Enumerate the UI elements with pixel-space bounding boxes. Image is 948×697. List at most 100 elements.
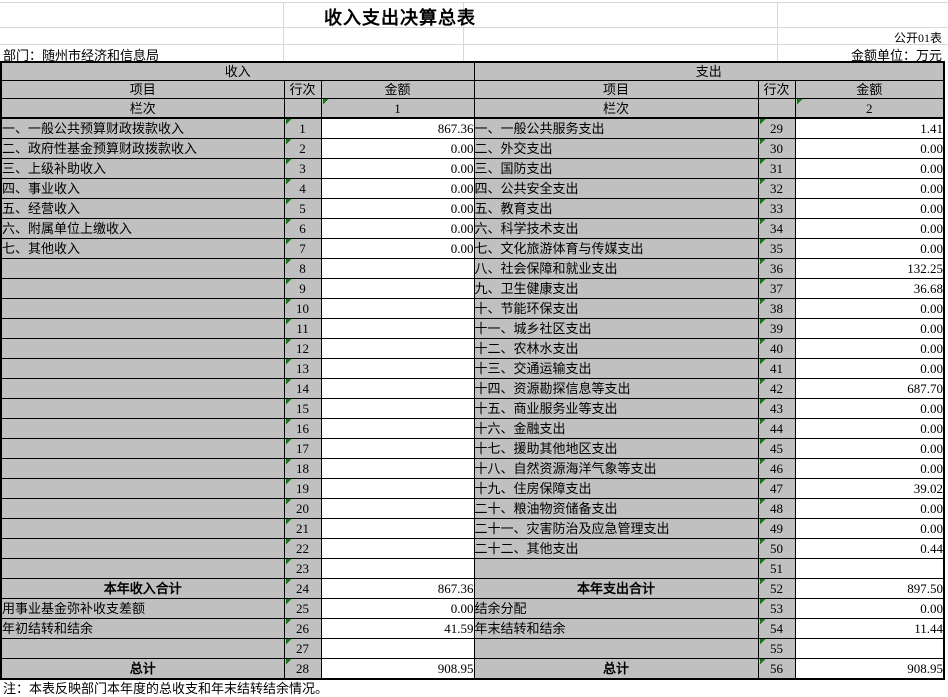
expense-amount-cell[interactable]: 897.50	[794, 578, 945, 599]
expense-line-cell[interactable]: 39	[757, 318, 796, 339]
expense-line-cell[interactable]: 34	[757, 218, 796, 239]
expense-item-cell[interactable]: 十九、住房保障支出	[473, 478, 759, 499]
expense-item-cell[interactable]: 十八、自然资源海洋气象等支出	[473, 458, 759, 479]
expense-item-cell[interactable]	[473, 638, 759, 659]
income-line-cell[interactable]: 9	[283, 278, 322, 299]
expense-item-cell[interactable]: 九、卫生健康支出	[473, 278, 759, 299]
income-amount-cell[interactable]	[320, 638, 475, 659]
expense-section-header[interactable]: 支出	[473, 61, 945, 81]
expense-amount-cell[interactable]: 11.44	[794, 618, 945, 639]
expense-amount-cell[interactable]: 0.00	[794, 458, 945, 479]
expense-amount-cell[interactable]: 0.00	[794, 138, 945, 159]
expense-line-cell[interactable]: 49	[757, 518, 796, 539]
income-item-cell[interactable]	[0, 538, 285, 559]
expense-col-header-amount[interactable]: 金额	[794, 80, 945, 99]
income-item-cell[interactable]: 一、一般公共预算财政拨款收入	[0, 117, 285, 139]
expense-amount-cell[interactable]: 0.00	[794, 158, 945, 179]
expense-item-cell[interactable]: 十六、金融支出	[473, 418, 759, 439]
expense-lanci-label[interactable]: 栏次	[473, 98, 759, 119]
expense-item-cell[interactable]: 七、文化旅游体育与传媒支出	[473, 238, 759, 259]
income-line-cell[interactable]: 17	[283, 438, 322, 459]
income-line-cell[interactable]: 27	[283, 638, 322, 659]
income-lanci-label[interactable]: 栏次	[0, 98, 285, 119]
income-line-cell[interactable]: 13	[283, 358, 322, 379]
expense-line-cell[interactable]: 43	[757, 398, 796, 419]
income-item-cell[interactable]	[0, 338, 285, 359]
expense-item-cell[interactable]: 本年支出合计	[473, 578, 759, 599]
expense-line-cell[interactable]: 42	[757, 378, 796, 399]
expense-amount-cell[interactable]	[794, 558, 945, 579]
income-line-cell[interactable]: 20	[283, 498, 322, 519]
income-item-cell[interactable]	[0, 518, 285, 539]
income-item-cell[interactable]: 三、上级补助收入	[0, 158, 285, 179]
expense-line-cell[interactable]: 52	[757, 578, 796, 599]
income-amount-cell[interactable]	[320, 338, 475, 359]
income-lanci-line-cell[interactable]	[283, 98, 322, 119]
expense-line-cell[interactable]: 54	[757, 618, 796, 639]
income-amount-cell[interactable]: 0.00	[320, 178, 475, 199]
expense-item-cell[interactable]: 十四、资源勘探信息等支出	[473, 378, 759, 399]
expense-item-cell[interactable]: 十五、商业服务业等支出	[473, 398, 759, 419]
expense-amount-cell[interactable]: 0.44	[794, 538, 945, 559]
expense-amount-cell[interactable]: 0.00	[794, 498, 945, 519]
income-amount-cell[interactable]	[320, 298, 475, 319]
income-line-cell[interactable]: 2	[283, 138, 322, 159]
expense-amount-cell[interactable]: 0.00	[794, 318, 945, 339]
expense-amount-cell[interactable]: 0.00	[794, 198, 945, 219]
income-item-cell[interactable]: 年初结转和结余	[0, 618, 285, 639]
income-item-cell[interactable]	[0, 358, 285, 379]
income-item-cell[interactable]: 本年收入合计	[0, 578, 285, 599]
income-item-cell[interactable]: 六、附属单位上缴收入	[0, 218, 285, 239]
income-line-cell[interactable]: 14	[283, 378, 322, 399]
income-amount-cell[interactable]	[320, 318, 475, 339]
expense-line-cell[interactable]: 44	[757, 418, 796, 439]
expense-line-cell[interactable]: 47	[757, 478, 796, 499]
expense-item-cell[interactable]: 结余分配	[473, 598, 759, 619]
income-line-cell[interactable]: 24	[283, 578, 322, 599]
income-amount-cell[interactable]	[320, 558, 475, 579]
income-item-cell[interactable]	[0, 438, 285, 459]
income-item-cell[interactable]	[0, 458, 285, 479]
expense-item-cell[interactable]: 十二、农林水支出	[473, 338, 759, 359]
expense-line-cell[interactable]: 31	[757, 158, 796, 179]
expense-amount-cell[interactable]: 908.95	[794, 658, 945, 680]
income-amount-cell[interactable]	[320, 278, 475, 299]
expense-line-cell[interactable]: 53	[757, 598, 796, 619]
expense-amount-cell[interactable]: 0.00	[794, 518, 945, 539]
expense-item-cell[interactable]: 五、教育支出	[473, 198, 759, 219]
expense-line-cell[interactable]: 29	[757, 117, 796, 139]
income-item-cell[interactable]	[0, 398, 285, 419]
expense-line-cell[interactable]: 48	[757, 498, 796, 519]
expense-amount-cell[interactable]	[794, 638, 945, 659]
income-line-cell[interactable]: 18	[283, 458, 322, 479]
expense-item-cell[interactable]: 二十一、灾害防治及应急管理支出	[473, 518, 759, 539]
expense-item-cell[interactable]: 十三、交通运输支出	[473, 358, 759, 379]
expense-item-cell[interactable]	[473, 558, 759, 579]
expense-line-cell[interactable]: 30	[757, 138, 796, 159]
income-item-cell[interactable]	[0, 378, 285, 399]
income-amount-cell[interactable]	[320, 518, 475, 539]
expense-col-header-line[interactable]: 行次	[757, 80, 796, 99]
income-amount-cell[interactable]: 41.59	[320, 618, 475, 639]
income-line-cell[interactable]: 25	[283, 598, 322, 619]
expense-lanci-number-cell[interactable]: 2	[794, 98, 945, 119]
income-amount-cell[interactable]	[320, 498, 475, 519]
expense-line-cell[interactable]: 32	[757, 178, 796, 199]
expense-line-cell[interactable]: 33	[757, 198, 796, 219]
income-amount-cell[interactable]	[320, 358, 475, 379]
expense-line-cell[interactable]: 56	[757, 658, 796, 680]
income-item-cell[interactable]	[0, 478, 285, 499]
income-line-cell[interactable]: 15	[283, 398, 322, 419]
income-amount-cell[interactable]: 867.36	[320, 578, 475, 599]
income-lanci-number-cell[interactable]: 1	[320, 98, 475, 119]
expense-line-cell[interactable]: 36	[757, 258, 796, 279]
income-amount-cell[interactable]	[320, 478, 475, 499]
income-item-cell[interactable]: 四、事业收入	[0, 178, 285, 199]
income-amount-cell[interactable]: 0.00	[320, 598, 475, 619]
income-line-cell[interactable]: 16	[283, 418, 322, 439]
income-amount-cell[interactable]	[320, 538, 475, 559]
expense-amount-cell[interactable]: 0.00	[794, 438, 945, 459]
expense-item-cell[interactable]: 八、社会保障和就业支出	[473, 258, 759, 279]
income-line-cell[interactable]: 23	[283, 558, 322, 579]
income-col-header-line[interactable]: 行次	[283, 80, 322, 99]
